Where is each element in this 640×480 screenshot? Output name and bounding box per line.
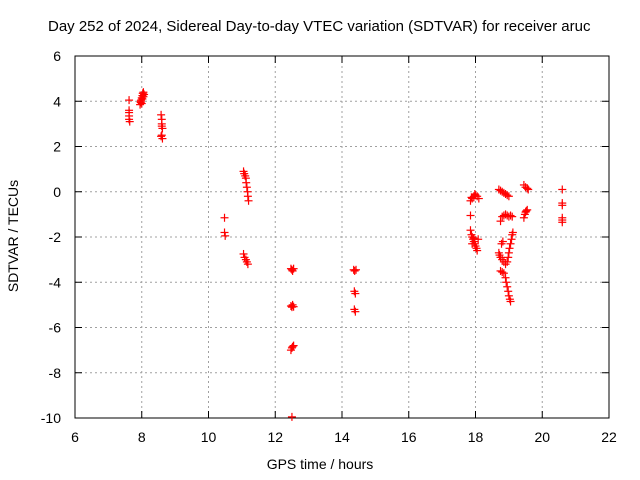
data-point xyxy=(289,302,298,311)
y-tick-label: 6 xyxy=(53,48,61,64)
data-point xyxy=(140,90,149,99)
data-point xyxy=(522,206,531,215)
data-point xyxy=(351,289,360,298)
x-tick-label: 22 xyxy=(601,429,617,445)
data-point xyxy=(474,235,483,244)
data-point xyxy=(504,291,513,300)
data-point xyxy=(352,265,361,274)
data-point xyxy=(508,228,517,237)
data-point xyxy=(504,287,513,296)
data-point xyxy=(558,185,567,194)
y-tick-label: -2 xyxy=(49,229,62,245)
data-point xyxy=(503,282,512,291)
y-tick-label: -4 xyxy=(49,274,62,290)
data-point xyxy=(242,178,251,187)
data-point xyxy=(499,269,508,278)
data-point xyxy=(467,193,476,202)
data-point xyxy=(288,300,297,309)
data-point xyxy=(498,237,507,246)
data-point xyxy=(504,192,513,201)
data-point xyxy=(508,212,517,221)
data-point xyxy=(503,191,512,200)
x-tick-label: 8 xyxy=(138,429,146,445)
data-point xyxy=(474,194,483,203)
data-point xyxy=(288,342,297,351)
data-point xyxy=(243,260,252,269)
data-point xyxy=(473,246,482,255)
data-point xyxy=(498,268,507,277)
data-point xyxy=(506,239,515,248)
data-point xyxy=(157,110,166,119)
data-point xyxy=(507,235,516,244)
data-point xyxy=(244,196,253,205)
chart-title: Day 252 of 2024, Sidereal Day-to-day VTE… xyxy=(48,18,591,35)
x-axis-label: GPS time / hours xyxy=(266,456,374,472)
data-point xyxy=(125,96,134,105)
data-point xyxy=(287,412,296,421)
grid-lines xyxy=(75,56,609,418)
data-point xyxy=(221,231,230,240)
x-tick-label: 6 xyxy=(71,429,79,445)
y-tick-label: -8 xyxy=(49,365,62,381)
data-point xyxy=(289,341,298,350)
data-point xyxy=(504,248,513,257)
y-tick-label: 4 xyxy=(53,93,61,109)
data-point xyxy=(469,234,478,243)
y-tick-labels: 6 4 2 0 -2 -4 -6 -8 -10 xyxy=(41,48,61,426)
x-tick-label: 12 xyxy=(267,429,283,445)
data-point xyxy=(125,117,134,126)
data-points xyxy=(125,88,567,421)
data-point xyxy=(350,266,359,275)
data-point xyxy=(242,183,251,192)
data-point xyxy=(519,213,528,222)
data-point xyxy=(468,239,477,248)
y-tick-label: -10 xyxy=(41,410,61,426)
data-point xyxy=(496,217,505,226)
x-tick-label: 20 xyxy=(534,429,550,445)
data-point xyxy=(506,297,515,306)
data-point xyxy=(239,249,248,258)
data-point xyxy=(158,124,167,133)
x-tick-label: 16 xyxy=(401,429,417,445)
data-point xyxy=(157,131,166,140)
data-point xyxy=(220,213,229,222)
y-axis-label: SDTVAR / TECUs xyxy=(5,179,21,293)
data-point xyxy=(524,185,533,194)
y-tick-label: -6 xyxy=(49,320,62,336)
data-point xyxy=(505,244,514,253)
data-point xyxy=(523,184,532,193)
data-point xyxy=(466,226,475,235)
x-tick-label: 18 xyxy=(468,429,484,445)
data-point xyxy=(503,257,512,266)
data-point xyxy=(470,190,479,199)
data-point xyxy=(501,273,510,282)
data-point xyxy=(506,211,515,220)
data-point xyxy=(523,205,532,214)
data-point xyxy=(558,201,567,210)
axis-ticks xyxy=(74,55,610,419)
x-tick-label: 14 xyxy=(334,429,350,445)
data-point xyxy=(504,253,513,262)
y-tick-label: 2 xyxy=(53,139,61,155)
data-point xyxy=(243,192,252,201)
data-point xyxy=(287,265,296,274)
data-point xyxy=(502,278,511,287)
data-point xyxy=(471,191,480,200)
data-point xyxy=(351,307,360,316)
data-point xyxy=(137,99,146,108)
data-point xyxy=(157,132,166,141)
y-tick-label: 0 xyxy=(53,184,61,200)
data-point xyxy=(466,211,475,220)
data-point xyxy=(289,264,298,273)
data-point xyxy=(220,228,229,237)
data-point xyxy=(558,218,567,227)
x-tick-labels: 6 8 10 12 14 16 18 20 22 xyxy=(71,429,617,445)
x-tick-label: 10 xyxy=(201,429,217,445)
